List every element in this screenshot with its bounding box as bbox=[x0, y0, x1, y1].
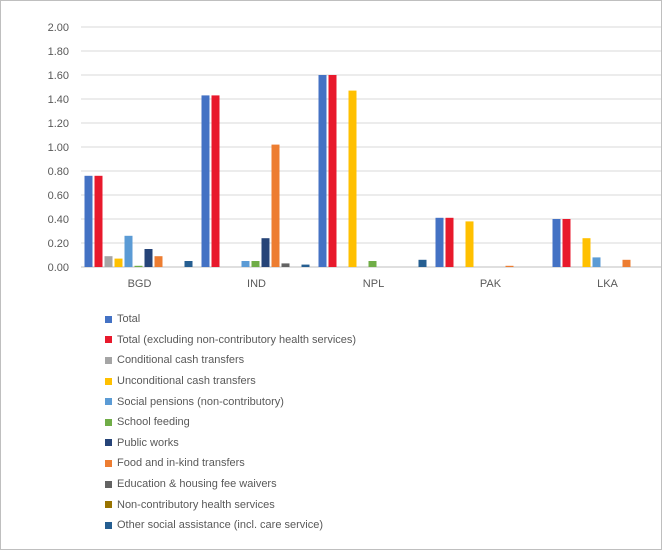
legend-item: School feeding bbox=[105, 412, 356, 433]
y-tick-label: 1.60 bbox=[48, 70, 69, 82]
bar-pak-1 bbox=[445, 217, 454, 267]
y-tick-label: 0.80 bbox=[48, 166, 69, 178]
legend-label: Other social assistance (incl. care serv… bbox=[117, 519, 324, 532]
legend-swatch bbox=[105, 521, 112, 529]
bar-ind-10 bbox=[301, 264, 310, 267]
legend-item: Food and in-kind transfers bbox=[105, 453, 356, 474]
legend-item: Public works bbox=[105, 433, 356, 454]
legend-item: Non-contributory health services bbox=[105, 494, 356, 515]
y-tick-label: 1.40 bbox=[48, 94, 69, 106]
legend-swatch bbox=[105, 336, 112, 344]
legend-label: Education & housing fee waivers bbox=[117, 478, 277, 491]
bar-pak-7 bbox=[505, 265, 514, 267]
bar-ind-6 bbox=[261, 238, 270, 267]
bar-pak-3 bbox=[465, 221, 474, 267]
bar-lka-4 bbox=[592, 257, 601, 267]
bar-bgd-10 bbox=[184, 261, 193, 267]
bar-npl-1 bbox=[328, 75, 337, 267]
x-tick-label: LKA bbox=[597, 278, 618, 290]
bar-npl-10 bbox=[418, 259, 427, 267]
y-tick-label: 0.00 bbox=[48, 262, 69, 274]
legend-item: Total bbox=[105, 309, 356, 330]
bar-bgd-0 bbox=[84, 175, 93, 267]
bar-pak-0 bbox=[435, 217, 444, 267]
bar-lka-3 bbox=[582, 238, 591, 267]
bar-ind-4 bbox=[241, 261, 250, 267]
legend: Total Total (excluding non-contributory h… bbox=[105, 309, 356, 536]
legend-label: Non-contributory health services bbox=[117, 498, 275, 511]
legend-label: Unconditional cash transfers bbox=[117, 375, 256, 388]
y-tick-label: 0.40 bbox=[48, 214, 69, 226]
bar-ind-7 bbox=[271, 144, 280, 267]
legend-item: Unconditional cash transfers bbox=[105, 371, 356, 392]
legend-label: Social pensions (non-contributory) bbox=[117, 395, 284, 408]
legend-swatch bbox=[105, 356, 112, 364]
bar-ind-0 bbox=[201, 95, 210, 268]
bar-ind-1 bbox=[211, 95, 220, 268]
legend-label: Total bbox=[117, 313, 141, 326]
y-tick-label: 1.20 bbox=[48, 118, 69, 130]
bar-ind-5 bbox=[251, 261, 260, 267]
legend-swatch bbox=[105, 315, 112, 323]
legend-swatch bbox=[105, 501, 112, 509]
bar-chart: 0.00 0.20 0.40 0.60 0.80 1.00 1.20 1.40 1.60 1.80… bbox=[48, 22, 661, 290]
bar-bgd-3 bbox=[114, 258, 123, 267]
legend-swatch bbox=[105, 459, 112, 467]
bar-bgd-2 bbox=[104, 256, 113, 267]
bar-npl-3 bbox=[348, 90, 357, 267]
x-tick-label: IND bbox=[247, 278, 266, 290]
legend-label: Food and in-kind transfers bbox=[117, 457, 245, 470]
legend-swatch bbox=[105, 480, 112, 488]
bar-lka-0 bbox=[552, 219, 561, 267]
y-tick-label: 0.60 bbox=[48, 190, 69, 202]
y-tick-label: 2.00 bbox=[48, 22, 69, 34]
legend-label: School feeding bbox=[117, 416, 190, 429]
y-tick-label: 0.20 bbox=[48, 238, 69, 250]
legend-label: Public works bbox=[117, 436, 179, 449]
bar-bgd-6 bbox=[144, 249, 153, 267]
bar-bgd-4 bbox=[124, 235, 133, 267]
bar-lka-1 bbox=[562, 219, 571, 267]
bar-lka-7 bbox=[622, 259, 631, 267]
legend-label: Total (excluding non-contributory health… bbox=[117, 333, 357, 346]
bar-ind-8 bbox=[281, 263, 290, 267]
legend-item: Other social assistance (incl. care serv… bbox=[105, 515, 356, 536]
legend-item: Conditional cash transfers bbox=[105, 350, 356, 371]
bar-bgd-7 bbox=[154, 256, 163, 267]
bar-npl-0 bbox=[318, 75, 327, 267]
y-tick-label: 1.80 bbox=[48, 46, 69, 58]
legend-item: Social pensions (non-contributory) bbox=[105, 391, 356, 412]
bar-npl-5 bbox=[368, 261, 377, 267]
x-tick-label: NPL bbox=[363, 278, 384, 290]
legend-item: Education & housing fee waivers bbox=[105, 474, 356, 495]
y-tick-label: 1.00 bbox=[48, 142, 69, 154]
legend-swatch bbox=[105, 377, 112, 385]
legend-label: Conditional cash transfers bbox=[117, 354, 245, 367]
legend-swatch bbox=[105, 398, 112, 406]
bar-bgd-5 bbox=[134, 265, 143, 267]
x-tick-label: PAK bbox=[480, 278, 502, 290]
bar-bgd-1 bbox=[94, 175, 103, 267]
x-tick-label: BGD bbox=[128, 278, 152, 290]
legend-swatch bbox=[105, 439, 112, 447]
legend-swatch bbox=[105, 418, 112, 426]
legend-item: Total (excluding non-contributory health… bbox=[105, 330, 356, 351]
